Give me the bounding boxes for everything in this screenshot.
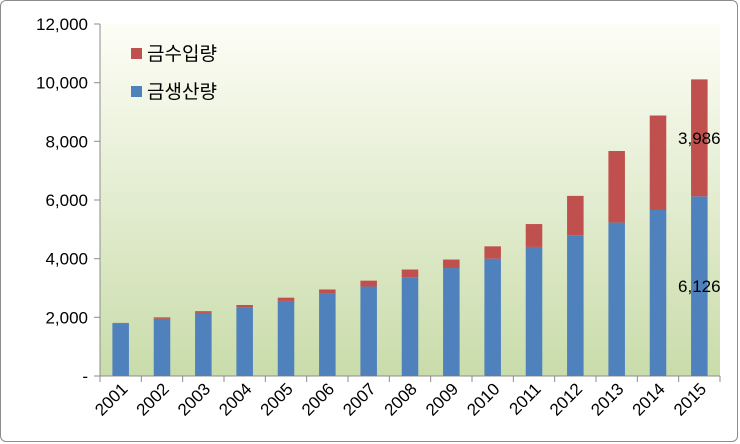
x-tick-label: 2007 <box>339 379 379 419</box>
x-tick-label: 2014 <box>629 379 669 419</box>
data-label: 6,126 <box>678 277 721 296</box>
bar-금생산량-2001 <box>112 323 129 376</box>
x-tick-label: 2003 <box>174 379 214 419</box>
bar-금수입량-2012 <box>567 195 584 236</box>
bar-금수입량-2001 <box>112 322 129 324</box>
bar-금수입량-2009 <box>443 259 460 269</box>
data-label: 3,986 <box>678 129 721 148</box>
bar-금생산량-2006 <box>319 293 336 376</box>
y-tick-label: 8,000 <box>45 132 88 151</box>
bar-금생산량-2012 <box>567 235 584 376</box>
x-axis: 2001 2002 2003 2004 2005 2006 2007 2008 2009 2010… <box>91 375 721 420</box>
bar-금수입량-2004 <box>236 305 253 308</box>
y-tick-label: 12,000 <box>36 15 88 34</box>
legend-swatch <box>131 86 142 97</box>
bar-금생산량-2009 <box>443 268 460 376</box>
annotations: 3,986 6,126 <box>678 129 721 296</box>
x-tick-label: 2010 <box>463 379 503 419</box>
bar-금생산량-2008 <box>401 277 419 376</box>
bar-금수입량-2013 <box>608 151 625 223</box>
bar-금생산량-2013 <box>608 222 625 376</box>
bar-금생산량-2010 <box>484 258 501 376</box>
y-tick-label: - <box>82 367 88 386</box>
x-tick-label: 2011 <box>506 379 545 418</box>
x-tick-label: 2006 <box>298 379 338 419</box>
x-tick-label: 2015 <box>670 379 710 419</box>
bar-금생산량-2002 <box>153 318 171 376</box>
bar-금수입량-2003 <box>195 311 212 313</box>
y-tick-label: 4,000 <box>45 250 88 269</box>
bar-금수입량-2005 <box>277 297 295 301</box>
bar-금수입량-2002 <box>153 317 171 319</box>
bar-금수입량-2014 <box>649 115 667 210</box>
bar-금생산량-2003 <box>195 312 212 376</box>
bar-금수입량-2008 <box>401 269 419 278</box>
x-tick-label: 2013 <box>587 379 627 419</box>
bars <box>112 79 708 376</box>
x-tick-label: 2005 <box>257 379 297 419</box>
bar-금생산량-2011 <box>525 246 543 376</box>
bar-금수입량-2010 <box>484 246 501 259</box>
bar-금수입량-2007 <box>360 280 377 287</box>
bar-금생산량-2005 <box>277 300 295 376</box>
bar-금생산량-2015 <box>691 196 708 376</box>
legend-swatch <box>131 48 142 59</box>
x-tick-label: 2004 <box>215 379 255 419</box>
bar-금수입량-2011 <box>525 224 543 247</box>
y-axis: - 2,000 4,000 6,000 8,000 10,000 12,000 <box>36 15 101 386</box>
y-tick-label: 6,000 <box>45 191 88 210</box>
bar-금수입량-2006 <box>319 289 336 294</box>
x-tick-label: 2012 <box>546 379 586 419</box>
legend-label: 금생산량 <box>147 81 217 103</box>
legend-label: 금수입량 <box>147 43 217 65</box>
bar-금생산량-2014 <box>649 209 667 376</box>
bar-금생산량-2007 <box>360 286 377 376</box>
x-tick-label: 2008 <box>381 379 421 419</box>
bar-금수입량-2015 <box>691 79 708 197</box>
x-tick-label: 2002 <box>133 379 173 419</box>
y-tick-label: 2,000 <box>45 308 88 327</box>
x-tick-label: 2001 <box>91 379 131 419</box>
bar-금생산량-2004 <box>236 307 253 376</box>
x-tick-label: 2009 <box>422 379 462 419</box>
y-tick-label: 10,000 <box>36 74 88 93</box>
